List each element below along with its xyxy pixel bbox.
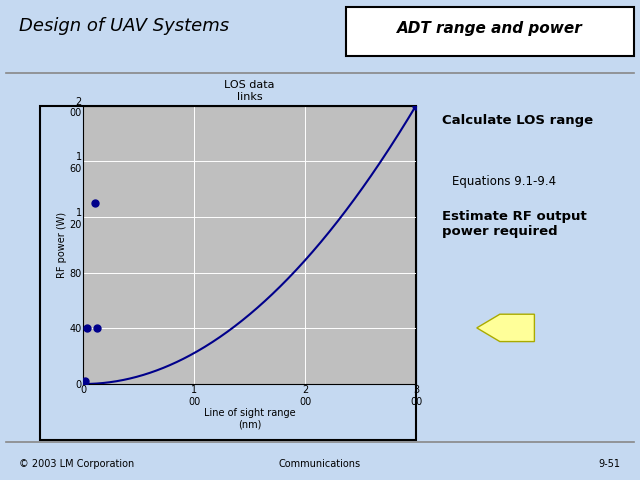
FancyArrow shape (477, 314, 534, 342)
Text: 9-51: 9-51 (599, 458, 621, 468)
Text: Calculate LOS range: Calculate LOS range (442, 115, 593, 128)
Point (81, 324, 92, 332)
FancyBboxPatch shape (346, 7, 634, 56)
Point (80, 377, 90, 385)
Point (92, 324, 102, 332)
Text: Communications: Communications (279, 458, 361, 468)
Text: Estimate RF output
power required: Estimate RF output power required (442, 210, 587, 238)
Y-axis label: RF power (W): RF power (W) (57, 212, 67, 278)
Text: © 2003 LM Corporation: © 2003 LM Corporation (19, 458, 134, 468)
X-axis label: Line of sight range
(nm): Line of sight range (nm) (204, 408, 296, 430)
Text: Design of UAV Systems: Design of UAV Systems (19, 17, 229, 36)
Text: Equations 9.1-9.4: Equations 9.1-9.4 (452, 175, 556, 188)
Text: ADT range and power: ADT range and power (397, 21, 582, 36)
Point (90, 199, 100, 207)
Title: LOS data
links: LOS data links (225, 81, 275, 102)
Point (411, 102, 421, 109)
Point (79, 379, 89, 386)
